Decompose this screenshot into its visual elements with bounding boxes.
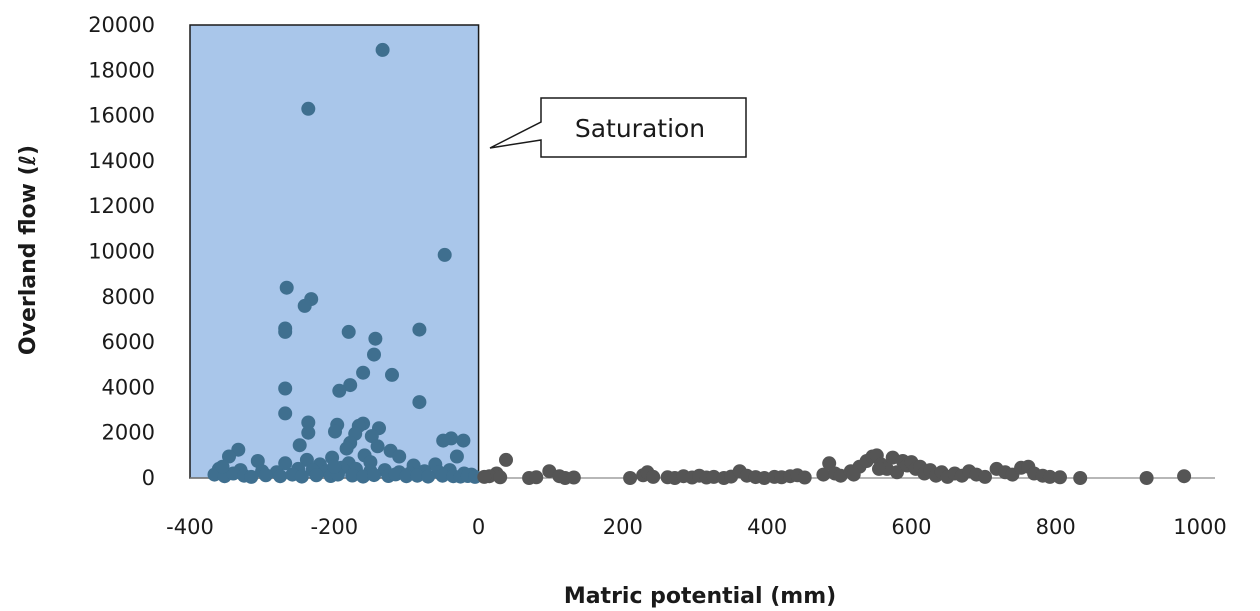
y-tick-label: 8000: [102, 285, 155, 309]
y-tick-label: 2000: [102, 421, 155, 445]
x-tick-label: -400: [166, 515, 214, 539]
data-point: [816, 467, 831, 482]
data-point: [385, 367, 399, 382]
x-tick-label: 600: [891, 515, 931, 539]
y-tick-label: 20000: [88, 13, 155, 37]
data-point: [278, 406, 293, 421]
x-tick-label: 1000: [1173, 515, 1226, 539]
data-point: [978, 469, 992, 484]
x-tick-labels: -400 -200 0 200 400 600 800 1000: [166, 515, 1227, 539]
data-point: [1053, 470, 1067, 485]
x-tick-label: 0: [472, 515, 485, 539]
data-point: [278, 456, 293, 471]
data-point: [332, 383, 347, 398]
data-point: [706, 469, 721, 484]
y-tick-label: 6000: [102, 330, 155, 354]
x-tick-label: 800: [1036, 515, 1076, 539]
data-point: [367, 468, 381, 483]
data-point: [566, 470, 581, 485]
data-point: [278, 381, 293, 396]
data-point: [437, 247, 452, 262]
data-point: [244, 469, 259, 484]
data-point: [299, 452, 314, 467]
y-tick-label: 16000: [88, 104, 155, 128]
x-tick-label: 200: [603, 515, 643, 539]
data-point: [341, 324, 356, 339]
data-point: [499, 452, 513, 467]
data-point: [421, 469, 436, 484]
data-point: [278, 324, 293, 339]
data-point: [623, 471, 638, 485]
data-point: [757, 471, 772, 485]
data-point: [822, 456, 837, 471]
data-point: [890, 465, 904, 480]
data-point: [343, 378, 358, 393]
data-point: [1177, 469, 1192, 484]
data-point: [1139, 471, 1154, 485]
data-point: [477, 469, 492, 484]
y-tick-label: 0: [142, 466, 155, 490]
data-point: [297, 298, 312, 313]
data-point: [392, 449, 407, 464]
y-tick-label: 18000: [88, 58, 155, 82]
data-point: [1073, 471, 1088, 485]
data-point: [292, 438, 307, 453]
data-point: [375, 42, 390, 57]
data-point: [328, 424, 342, 439]
callout-label: Saturation: [575, 114, 705, 143]
x-tick-label: -200: [310, 515, 358, 539]
data-point: [222, 449, 236, 464]
saturation-region: [189, 24, 480, 479]
data-point: [435, 468, 450, 483]
data-point: [368, 331, 383, 346]
data-point: [279, 280, 294, 295]
data-point: [345, 468, 360, 483]
y-tick-label: 14000: [88, 149, 155, 173]
data-point: [309, 468, 324, 483]
data-point: [294, 469, 309, 484]
data-point: [456, 433, 471, 448]
data-point: [273, 469, 288, 484]
data-point: [367, 347, 381, 362]
data-point: [493, 470, 508, 485]
data-point: [412, 395, 427, 410]
data-point: [449, 449, 464, 464]
callout-box: [489, 97, 747, 158]
data-point: [301, 415, 316, 430]
data-point: [412, 322, 427, 337]
data-point: [797, 470, 812, 485]
data-point: [301, 101, 316, 116]
data-point: [410, 468, 425, 483]
data-point: [436, 433, 451, 448]
data-point: [529, 470, 544, 485]
data-point: [301, 425, 316, 440]
data-point: [370, 439, 385, 454]
data-point: [356, 469, 371, 484]
data-point: [872, 461, 886, 476]
y-tick-labels: 0 2000 4000 6000 8000 10000 12000 14000 16000 180…: [88, 13, 155, 490]
data-point: [364, 429, 379, 444]
y-axis-title: Overland flow (ℓ): [16, 145, 41, 355]
data-point: [226, 466, 241, 481]
x-axis-title: Matric potential (mm): [564, 584, 836, 609]
data-point: [215, 459, 230, 474]
y-tick-label: 12000: [88, 194, 155, 218]
x-tick-label: 400: [747, 515, 787, 539]
y-tick-label: 10000: [88, 240, 155, 264]
data-point: [846, 467, 861, 482]
data-point: [646, 469, 661, 484]
data-point: [388, 467, 403, 482]
saturation-region-layer: [189, 24, 480, 479]
data-point: [356, 365, 371, 380]
data-points: [207, 42, 1192, 485]
y-tick-label: 4000: [102, 375, 155, 399]
data-point: [258, 468, 273, 483]
data-point: [327, 459, 342, 474]
saturation-callout: Saturation: [489, 97, 747, 158]
data-point: [339, 441, 354, 456]
data-point: [1042, 469, 1057, 484]
data-point: [399, 469, 414, 484]
